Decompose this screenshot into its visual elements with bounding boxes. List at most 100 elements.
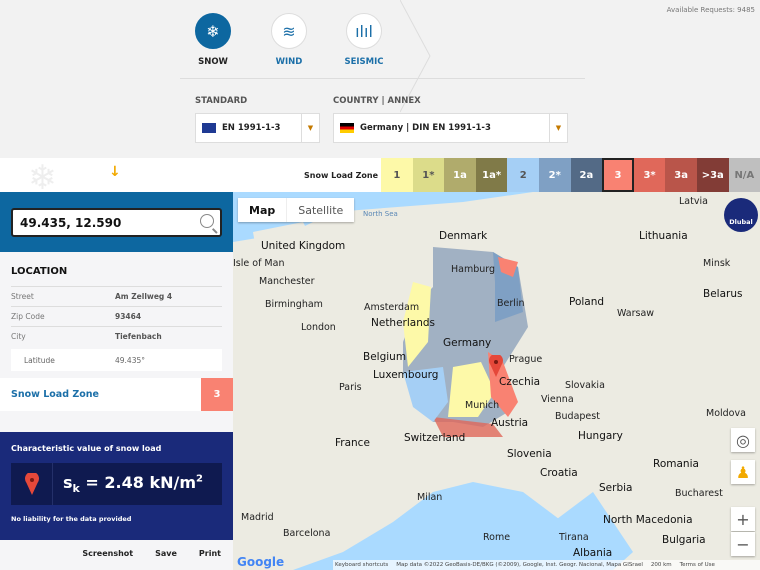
chevron-down-icon: ▼ <box>301 114 319 142</box>
snow-load-result: Characteristic value of snow load sk = 2… <box>0 432 233 540</box>
row-key: Zip Code <box>11 312 45 321</box>
step-chevron <box>400 0 431 113</box>
zone-7[interactable]: 3 <box>602 158 634 192</box>
divider <box>180 78 585 79</box>
terms-link[interactable]: Terms of Use <box>679 562 715 568</box>
tab-seismic[interactable]: ılıl SEISMIC <box>344 13 384 67</box>
map-type-control: Map Satellite <box>238 198 355 222</box>
map-label: North Macedonia <box>603 514 693 526</box>
map-label: Slovenia <box>507 448 552 460</box>
tab-snow[interactable]: ❄ SNOW <box>193 13 233 67</box>
zone-11[interactable]: N/A <box>728 158 760 192</box>
map-label: Switzerland <box>404 432 466 444</box>
my-location-icon[interactable]: ◎ <box>731 428 755 452</box>
map-type-map[interactable]: Map <box>249 203 276 217</box>
tab-label: SNOW <box>198 57 228 67</box>
sidebar: 49.435, 12.590 LOCATION Street Am Zellweg… <box>0 192 233 570</box>
zone-1[interactable]: 1* <box>412 158 445 192</box>
map-label: Moldova <box>706 408 746 419</box>
map-label: Slovakia <box>565 380 605 391</box>
location-row: Zip Code 93464 <box>11 306 222 326</box>
map-label: Prague <box>509 354 543 365</box>
map-label: Netherlands <box>371 317 436 329</box>
snowflake-icon: ❄ <box>195 13 231 49</box>
zone-8[interactable]: 3* <box>633 158 666 192</box>
map-label: Paris <box>339 382 362 393</box>
dlubal-logo[interactable]: Dlubal <box>724 198 758 232</box>
map-label: Hamburg <box>451 264 496 275</box>
zoom-out-button[interactable]: − <box>731 532 755 556</box>
row-value: 93464 <box>115 312 142 321</box>
map-label: Belarus <box>703 288 743 300</box>
map-label: Rome <box>483 532 511 543</box>
location-row: City Tiefenbach <box>11 326 222 346</box>
map-label: Denmark <box>439 230 488 242</box>
row-key: City <box>11 332 26 341</box>
map-label: Serbia <box>599 482 633 494</box>
row-key: Latitude <box>24 355 55 365</box>
street-view-pegman-icon[interactable]: ♟ <box>731 460 755 484</box>
location-marker-icon[interactable] <box>489 355 503 377</box>
map-label: Romania <box>653 458 699 470</box>
map-label: Berlin <box>497 298 525 309</box>
standard-value: EN 1991-1-3 <box>222 123 281 133</box>
map-label: Poland <box>569 296 605 308</box>
search-value: 49.435, 12.590 <box>20 215 122 230</box>
zone-4[interactable]: 2 <box>507 158 539 192</box>
top-panel: Available Requests: 9485 ❄ SNOW ≋ WIND ılı… <box>0 0 760 158</box>
map-background <box>233 192 760 570</box>
zone-9[interactable]: 3a <box>665 158 697 192</box>
map-label: Germany <box>443 337 492 349</box>
map[interactable]: Map Satellite North Sea Latvia Denmark Lith… <box>233 192 760 570</box>
snow-zone-label: Snow Load Zone <box>11 389 99 400</box>
zone-0[interactable]: 1 <box>381 158 413 192</box>
row-value: 49.435° <box>115 355 145 365</box>
map-label: Minsk <box>703 258 731 269</box>
search-icon[interactable] <box>200 214 214 228</box>
google-logo: Google <box>237 555 285 569</box>
coordinates-search-input[interactable]: 49.435, 12.590 <box>11 208 222 237</box>
row-value: Tiefenbach <box>115 332 162 341</box>
zone-3[interactable]: 1a* <box>475 158 508 192</box>
map-label: Belgium <box>363 351 407 363</box>
map-footer: Keyboard shortcuts Map data ©2022 GeoBas… <box>333 560 760 570</box>
keyboard-shortcuts-link[interactable]: Keyboard shortcuts <box>335 562 389 568</box>
row-key: Street <box>11 292 34 301</box>
map-label: Tirana <box>559 532 589 543</box>
arrow-down-icon: ↓ <box>109 164 121 180</box>
standard-select[interactable]: EN 1991-1-3 ▼ <box>195 113 320 143</box>
map-label: Isle of Man <box>233 258 285 269</box>
map-label: Manchester <box>259 276 315 287</box>
tab-label: WIND <box>275 57 303 67</box>
zoom-in-button[interactable]: + <box>731 507 755 531</box>
zone-5[interactable]: 2* <box>538 158 571 192</box>
location-panel: LOCATION Street Am Zellweg 4 Zip Code 9346… <box>0 252 233 371</box>
country-select[interactable]: Germany | DIN EN 1991-1-3 ▼ <box>333 113 568 143</box>
map-type-satellite[interactable]: Satellite <box>286 198 354 222</box>
snow-load-zone-row: Snow Load Zone 3 <box>0 378 233 411</box>
country-label: COUNTRY | ANNEX <box>333 96 421 106</box>
standard-label: STANDARD <box>195 96 248 106</box>
tab-wind[interactable]: ≋ WIND <box>269 13 309 67</box>
zone-6[interactable]: 2a <box>570 158 603 192</box>
map-label: Latvia <box>679 196 708 207</box>
save-button[interactable]: Save <box>155 549 177 558</box>
map-label: Milan <box>417 492 443 503</box>
result-title: Characteristic value of snow load <box>11 444 162 453</box>
map-label: Lithuania <box>639 230 688 242</box>
zone-2[interactable]: 1a <box>444 158 476 192</box>
map-label: Bulgaria <box>662 534 706 546</box>
latitude-row: Latitude 49.435° <box>11 349 222 371</box>
print-button[interactable]: Print <box>198 549 221 558</box>
map-label: Vienna <box>541 394 574 405</box>
map-label: Budapest <box>555 411 600 422</box>
snow-load-value: sk = 2.48 kN/m2 <box>63 472 203 496</box>
snowflake-icon: ❄ <box>28 158 57 198</box>
map-scale: 200 km <box>650 562 672 568</box>
screenshot-button[interactable]: Screenshot <box>82 549 134 558</box>
map-label: Bucharest <box>675 488 723 499</box>
zone-10[interactable]: >3a <box>696 158 729 192</box>
map-label: Warsaw <box>617 308 655 319</box>
zone-legend-label: Snow Load Zone <box>304 171 379 180</box>
available-requests: Available Requests: 9485 <box>666 6 755 14</box>
